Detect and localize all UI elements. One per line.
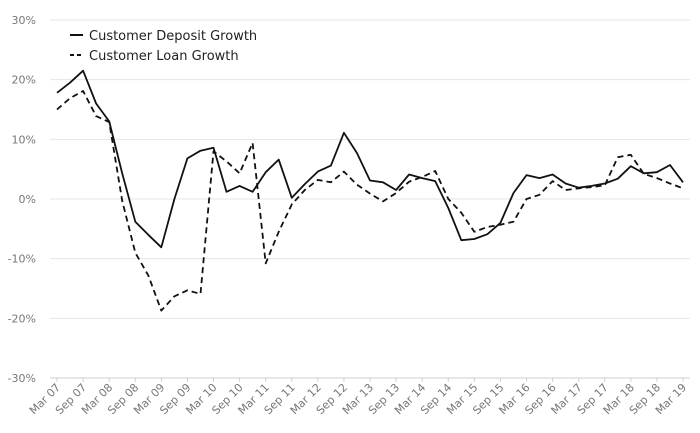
y-axis-tick-labels: 30% 20% 10% 0% -10% -20% -30%	[8, 14, 36, 385]
y-tick-label: 20%	[12, 74, 36, 87]
y-tick-label: -10%	[8, 253, 36, 266]
legend-label-deposit: Customer Deposit Growth	[89, 29, 257, 44]
grid-lines	[50, 19, 690, 379]
y-tick-label: 0%	[19, 193, 36, 206]
legend-label-loan: Customer Loan Growth	[89, 49, 239, 64]
y-tick-label: 30%	[12, 14, 36, 27]
series-lines	[56, 69, 684, 312]
y-tick-label: -20%	[8, 312, 36, 325]
series-line-loan	[56, 90, 684, 312]
legend-item-deposit: Customer Deposit Growth	[70, 29, 257, 44]
legend: Customer Deposit Growth Customer Loan Gr…	[70, 29, 257, 64]
legend-item-loan: Customer Loan Growth	[70, 49, 239, 64]
y-tick-label: -30%	[8, 372, 36, 385]
y-tick-label: 10%	[12, 133, 36, 146]
series-line-deposit	[56, 69, 684, 249]
